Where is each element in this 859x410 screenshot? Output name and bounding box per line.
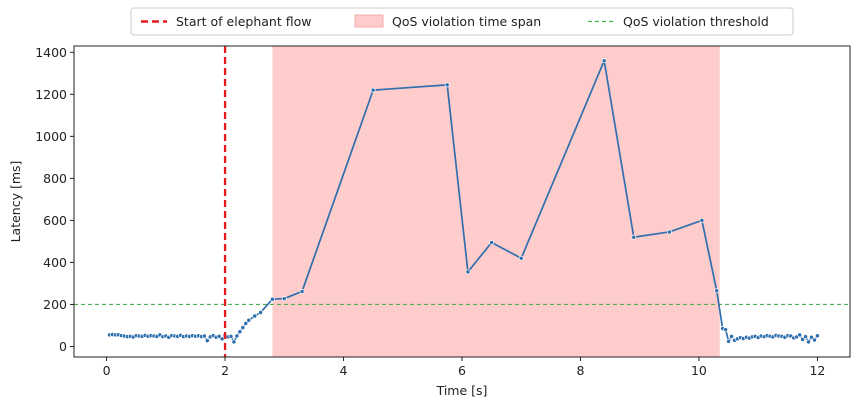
latency-point bbox=[729, 333, 734, 339]
y-tick-label: 1000 bbox=[35, 129, 67, 144]
legend: Start of elephant flow QoS violation tim… bbox=[130, 7, 794, 36]
latency-point bbox=[219, 336, 225, 342]
latency-point bbox=[699, 217, 705, 223]
latency-point bbox=[631, 234, 637, 240]
latency-point bbox=[370, 87, 376, 93]
x-tick-label: 2 bbox=[221, 363, 229, 378]
y-axis-label: Latency [ms] bbox=[8, 161, 23, 243]
legend-label-violation-span: QoS violation time span bbox=[392, 14, 541, 29]
latency-point bbox=[201, 333, 207, 339]
latency-point bbox=[237, 329, 243, 335]
latency-point bbox=[228, 333, 234, 339]
violation-span bbox=[272, 46, 720, 357]
latency-point bbox=[803, 334, 809, 340]
latency-point bbox=[269, 296, 275, 302]
x-tick-label: 12 bbox=[809, 363, 825, 378]
y-tick-label: 400 bbox=[43, 255, 67, 270]
latency-point bbox=[666, 229, 672, 235]
legend-swatch-violation-span bbox=[354, 14, 384, 28]
latency-point bbox=[723, 327, 729, 333]
latency-point bbox=[204, 338, 210, 344]
latency-point bbox=[246, 317, 252, 323]
y-tick-label: 1400 bbox=[35, 45, 67, 60]
x-tick-label: 0 bbox=[103, 363, 111, 378]
latency-point bbox=[726, 338, 732, 344]
latency-point bbox=[714, 288, 720, 294]
latency-point bbox=[258, 310, 264, 315]
x-tick-label: 6 bbox=[458, 363, 466, 378]
latency-point bbox=[518, 255, 524, 261]
x-tick-label: 8 bbox=[576, 363, 584, 378]
latency-point bbox=[809, 334, 814, 340]
latency-point bbox=[231, 339, 237, 345]
latency-point bbox=[240, 325, 246, 331]
y-tick-label: 600 bbox=[43, 213, 67, 228]
x-tick-label: 10 bbox=[691, 363, 707, 378]
latency-point bbox=[806, 339, 811, 345]
legend-label-threshold: QoS violation threshold bbox=[623, 14, 769, 29]
latency-point bbox=[814, 333, 820, 339]
latency-point bbox=[252, 313, 258, 319]
x-axis-label: Time [s] bbox=[436, 383, 488, 398]
latency-point bbox=[281, 296, 287, 302]
latency-point bbox=[444, 82, 450, 88]
legend-box bbox=[130, 7, 794, 36]
latency-point bbox=[601, 58, 607, 64]
y-tick-label: 1200 bbox=[35, 87, 67, 102]
legend-label-elephant-flow: Start of elephant flow bbox=[176, 14, 311, 29]
latency-point bbox=[243, 320, 249, 326]
latency-point bbox=[299, 288, 305, 294]
latency-point bbox=[797, 332, 803, 338]
latency-point bbox=[489, 240, 495, 245]
latency-point bbox=[465, 269, 471, 275]
y-tick-label: 200 bbox=[43, 297, 67, 312]
latency-point bbox=[800, 336, 806, 342]
latency-point bbox=[234, 333, 240, 339]
y-tick-label: 0 bbox=[59, 339, 67, 354]
x-tick-label: 4 bbox=[340, 363, 348, 378]
y-tick-label: 800 bbox=[43, 171, 67, 186]
latency-point bbox=[812, 337, 817, 343]
